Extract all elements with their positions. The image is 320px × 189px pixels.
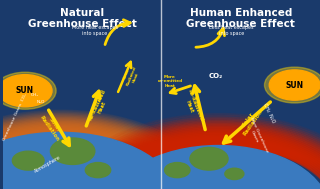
Text: More Greenhouse
Gases: More Greenhouse Gases (244, 117, 268, 155)
Circle shape (0, 72, 56, 109)
Text: Re-Radiated
Heat: Re-Radiated Heat (87, 88, 112, 124)
Circle shape (164, 163, 190, 178)
Text: Natural
Greenhouse Effect: Natural Greenhouse Effect (28, 8, 137, 29)
Circle shape (51, 138, 95, 164)
Text: Less heat escapes
into space: Less heat escapes into space (209, 25, 253, 36)
Text: More
re-emitted
Heat: More re-emitted Heat (157, 75, 182, 88)
Circle shape (190, 147, 228, 170)
Circle shape (265, 67, 320, 103)
Text: SUN: SUN (16, 86, 34, 95)
Circle shape (269, 70, 320, 100)
Circle shape (0, 132, 180, 189)
Circle shape (0, 75, 52, 107)
Text: CH₄  N₂O: CH₄ N₂O (262, 103, 276, 124)
Text: CH₄: CH₄ (31, 92, 39, 97)
Text: Solar
Radiation: Solar Radiation (237, 106, 263, 136)
Text: Human Enhanced
Greenhouse Effect: Human Enhanced Greenhouse Effect (186, 8, 295, 29)
Text: Greenhouse Gases  CO₂: Greenhouse Gases CO₂ (3, 93, 28, 142)
Text: Less
Radiated
Heat: Less Radiated Heat (121, 64, 141, 88)
Text: Solar
Radiation: Solar Radiation (39, 111, 65, 142)
Text: Re-Radiated
Heat: Re-Radiated Heat (181, 88, 204, 124)
Text: Atmosphere: Atmosphere (33, 155, 61, 174)
Circle shape (225, 168, 244, 180)
Text: N₂O: N₂O (37, 100, 45, 104)
Text: SUN: SUN (285, 81, 304, 90)
Circle shape (108, 146, 320, 189)
Text: CO₂: CO₂ (208, 73, 222, 79)
Circle shape (85, 163, 111, 178)
Text: More heat escapes
into space: More heat escapes into space (72, 25, 118, 36)
Circle shape (12, 151, 44, 170)
